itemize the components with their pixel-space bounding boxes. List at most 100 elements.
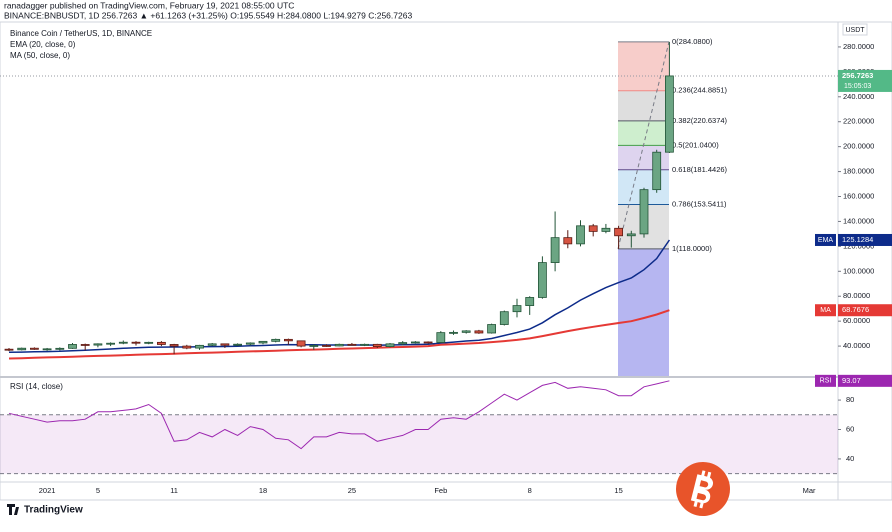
legend-entry: EMA (20, close, 0) xyxy=(10,40,76,49)
fib-band xyxy=(618,120,669,146)
candle-body xyxy=(283,338,293,342)
x-tick-label: 25 xyxy=(348,486,356,495)
candle-body xyxy=(372,343,382,347)
candle-body xyxy=(93,343,103,346)
candle-body xyxy=(614,227,623,237)
candle-body xyxy=(233,343,243,346)
axis-tag xyxy=(838,233,892,246)
publisher: ranadagger published on TradingView.com,… xyxy=(4,0,294,10)
candle-body xyxy=(410,341,420,344)
quote: BINANCE:BNBUSDT, 1D 256.7263 ▲ +61.1263 … xyxy=(4,10,412,20)
rsi-line xyxy=(8,380,670,450)
fib-band xyxy=(618,90,669,121)
axis-tag xyxy=(838,304,892,317)
y-tick-label: 200.0000 xyxy=(843,142,874,151)
y-tick-label: 60 xyxy=(846,424,854,433)
candle-body xyxy=(576,225,585,245)
candle-body xyxy=(29,347,39,350)
x-tick-label: 18 xyxy=(259,486,267,495)
axis-tag-name-box xyxy=(815,233,836,246)
candle-body xyxy=(563,237,573,245)
x-tick-label: 2021 xyxy=(39,486,56,495)
watermark xyxy=(676,462,730,516)
axis-tag-value: 125.1284 xyxy=(842,235,873,244)
footer-brand: TradingView xyxy=(24,505,83,516)
candle-body xyxy=(322,345,331,347)
candle-body xyxy=(487,324,497,334)
x-tick-label: 15 xyxy=(614,486,622,495)
y-tick-label: 100.0000 xyxy=(843,266,874,275)
candle-body xyxy=(220,343,230,346)
y-tick-label: 160.0000 xyxy=(843,191,874,200)
footer-logo xyxy=(7,504,19,515)
candle-body xyxy=(550,237,560,263)
axis-tag-name: MA xyxy=(820,307,831,314)
candle-body xyxy=(4,348,14,351)
candle-body xyxy=(144,341,154,344)
y-tick-label: 60.0000 xyxy=(843,316,870,325)
candle-body xyxy=(665,75,674,153)
candle-body xyxy=(512,305,522,313)
candle-body xyxy=(461,330,471,333)
candle-body xyxy=(195,344,204,349)
fib-label: 0.382(220.6374) xyxy=(672,116,728,125)
overlay: USDT280.0000260.0000240.0000220.0000200.… xyxy=(10,23,892,495)
candle-body xyxy=(131,341,141,344)
fib-label: 0.618(181.4426) xyxy=(672,165,728,174)
candle-body xyxy=(207,343,217,346)
fib-band xyxy=(618,41,669,91)
fib-label: 0.5(201.0400) xyxy=(672,140,719,149)
candle-body xyxy=(245,342,255,345)
candle-body xyxy=(334,343,344,347)
candle-body xyxy=(169,344,179,347)
legend-entry: Binance Coin / TetherUS, 1D, BINANCE xyxy=(10,29,152,38)
candle-body xyxy=(639,189,649,235)
y-tick-label: 80.0000 xyxy=(843,291,870,300)
candle-body xyxy=(385,343,395,347)
candle-body xyxy=(156,341,166,345)
fib-band xyxy=(618,145,669,170)
candle-body xyxy=(309,345,319,347)
candle-body xyxy=(360,343,370,346)
axis-tag-value: 68.7676 xyxy=(842,305,869,314)
watermark-glyph xyxy=(699,501,704,509)
x-tick-label: 11 xyxy=(170,486,178,495)
y-tick-label: 180.0000 xyxy=(843,167,874,176)
axis-tag-name: RSI xyxy=(820,378,832,385)
candle-body xyxy=(626,233,636,237)
countdown: 15:05:03 xyxy=(844,83,871,90)
candle-body xyxy=(68,344,77,349)
axis-tag-name: EMA xyxy=(818,237,834,244)
candle-body xyxy=(436,332,446,343)
frame xyxy=(0,21,892,501)
y-tick-label: 220.0000 xyxy=(843,117,874,126)
indicator-line xyxy=(8,309,670,360)
candle-body xyxy=(499,311,509,325)
x-tick-label: Mar xyxy=(803,486,816,495)
fib-label: 0.236(244.8851) xyxy=(672,86,728,95)
unit-label: USDT xyxy=(845,27,865,34)
y-tick-label: 40 xyxy=(846,454,854,463)
watermark-glyph xyxy=(706,471,712,479)
last-price-value: 256.7263 xyxy=(842,71,873,80)
candle-body xyxy=(398,342,408,345)
candle-body xyxy=(538,262,547,298)
x-tick-label: Feb xyxy=(434,486,447,495)
candle-body xyxy=(449,331,458,334)
candle-body xyxy=(588,225,598,232)
last-price-tag xyxy=(838,69,892,92)
candle-body xyxy=(296,340,306,347)
candle-body xyxy=(525,297,535,306)
price-pane: 0(284.0800) 0.236(244.8851) 0.382(220.6374… xyxy=(0,37,838,376)
candle-body xyxy=(42,348,52,351)
candle-body xyxy=(17,347,27,351)
candle-body xyxy=(55,347,65,350)
candle-body xyxy=(271,338,281,342)
candle-body xyxy=(182,345,192,349)
candle-body xyxy=(474,330,484,334)
y-tick-label: 280.0000 xyxy=(843,42,874,51)
fib-label: 1(118.0000) xyxy=(672,244,712,253)
unit-box xyxy=(842,23,868,36)
